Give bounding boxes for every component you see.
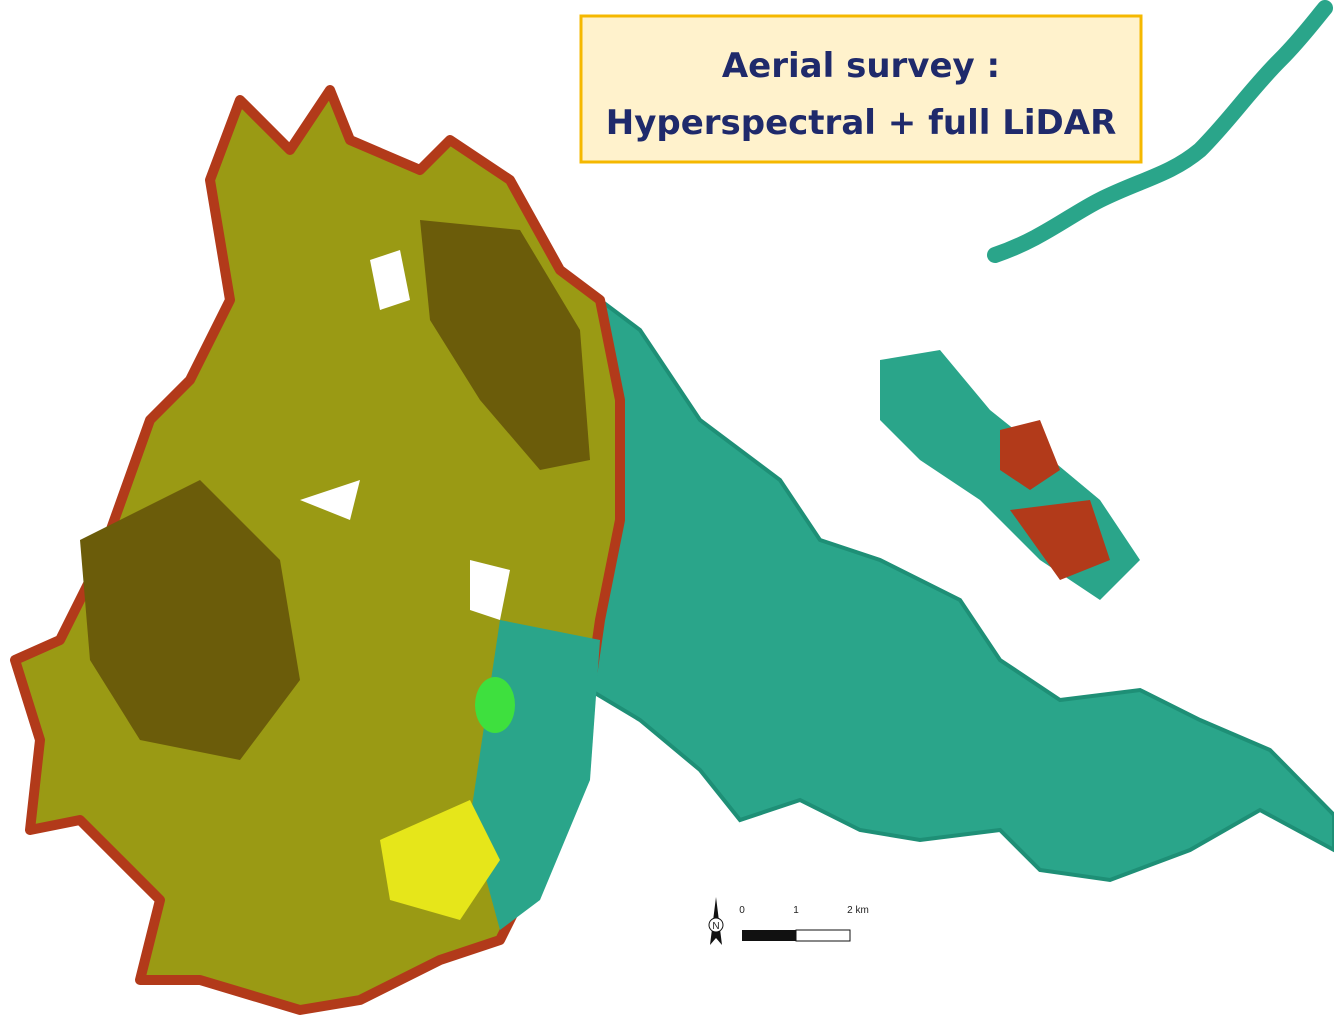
river-strip (987, 0, 1333, 263)
gap (300, 250, 510, 620)
title-line: Hyperspectral + full LiDAR (606, 103, 1117, 143)
scale-label: 1 (793, 905, 799, 916)
scale-label: 0 (739, 905, 745, 916)
north-label: N (712, 921, 719, 932)
red-patch (1000, 420, 1110, 580)
yellow-patch (380, 800, 500, 920)
green-patch (475, 677, 515, 733)
scale-label: 2 km (847, 905, 869, 916)
teal-region (558, 266, 1334, 883)
title-line: Aerial survey : (722, 46, 1000, 86)
dark-olive-patch (80, 480, 300, 760)
scale-bar-segment (742, 930, 796, 941)
title-box (579, 14, 1143, 164)
north-arrow-circle (708, 917, 724, 933)
scale-bar-segment (795, 929, 851, 942)
dark-olive-patch (420, 220, 590, 470)
